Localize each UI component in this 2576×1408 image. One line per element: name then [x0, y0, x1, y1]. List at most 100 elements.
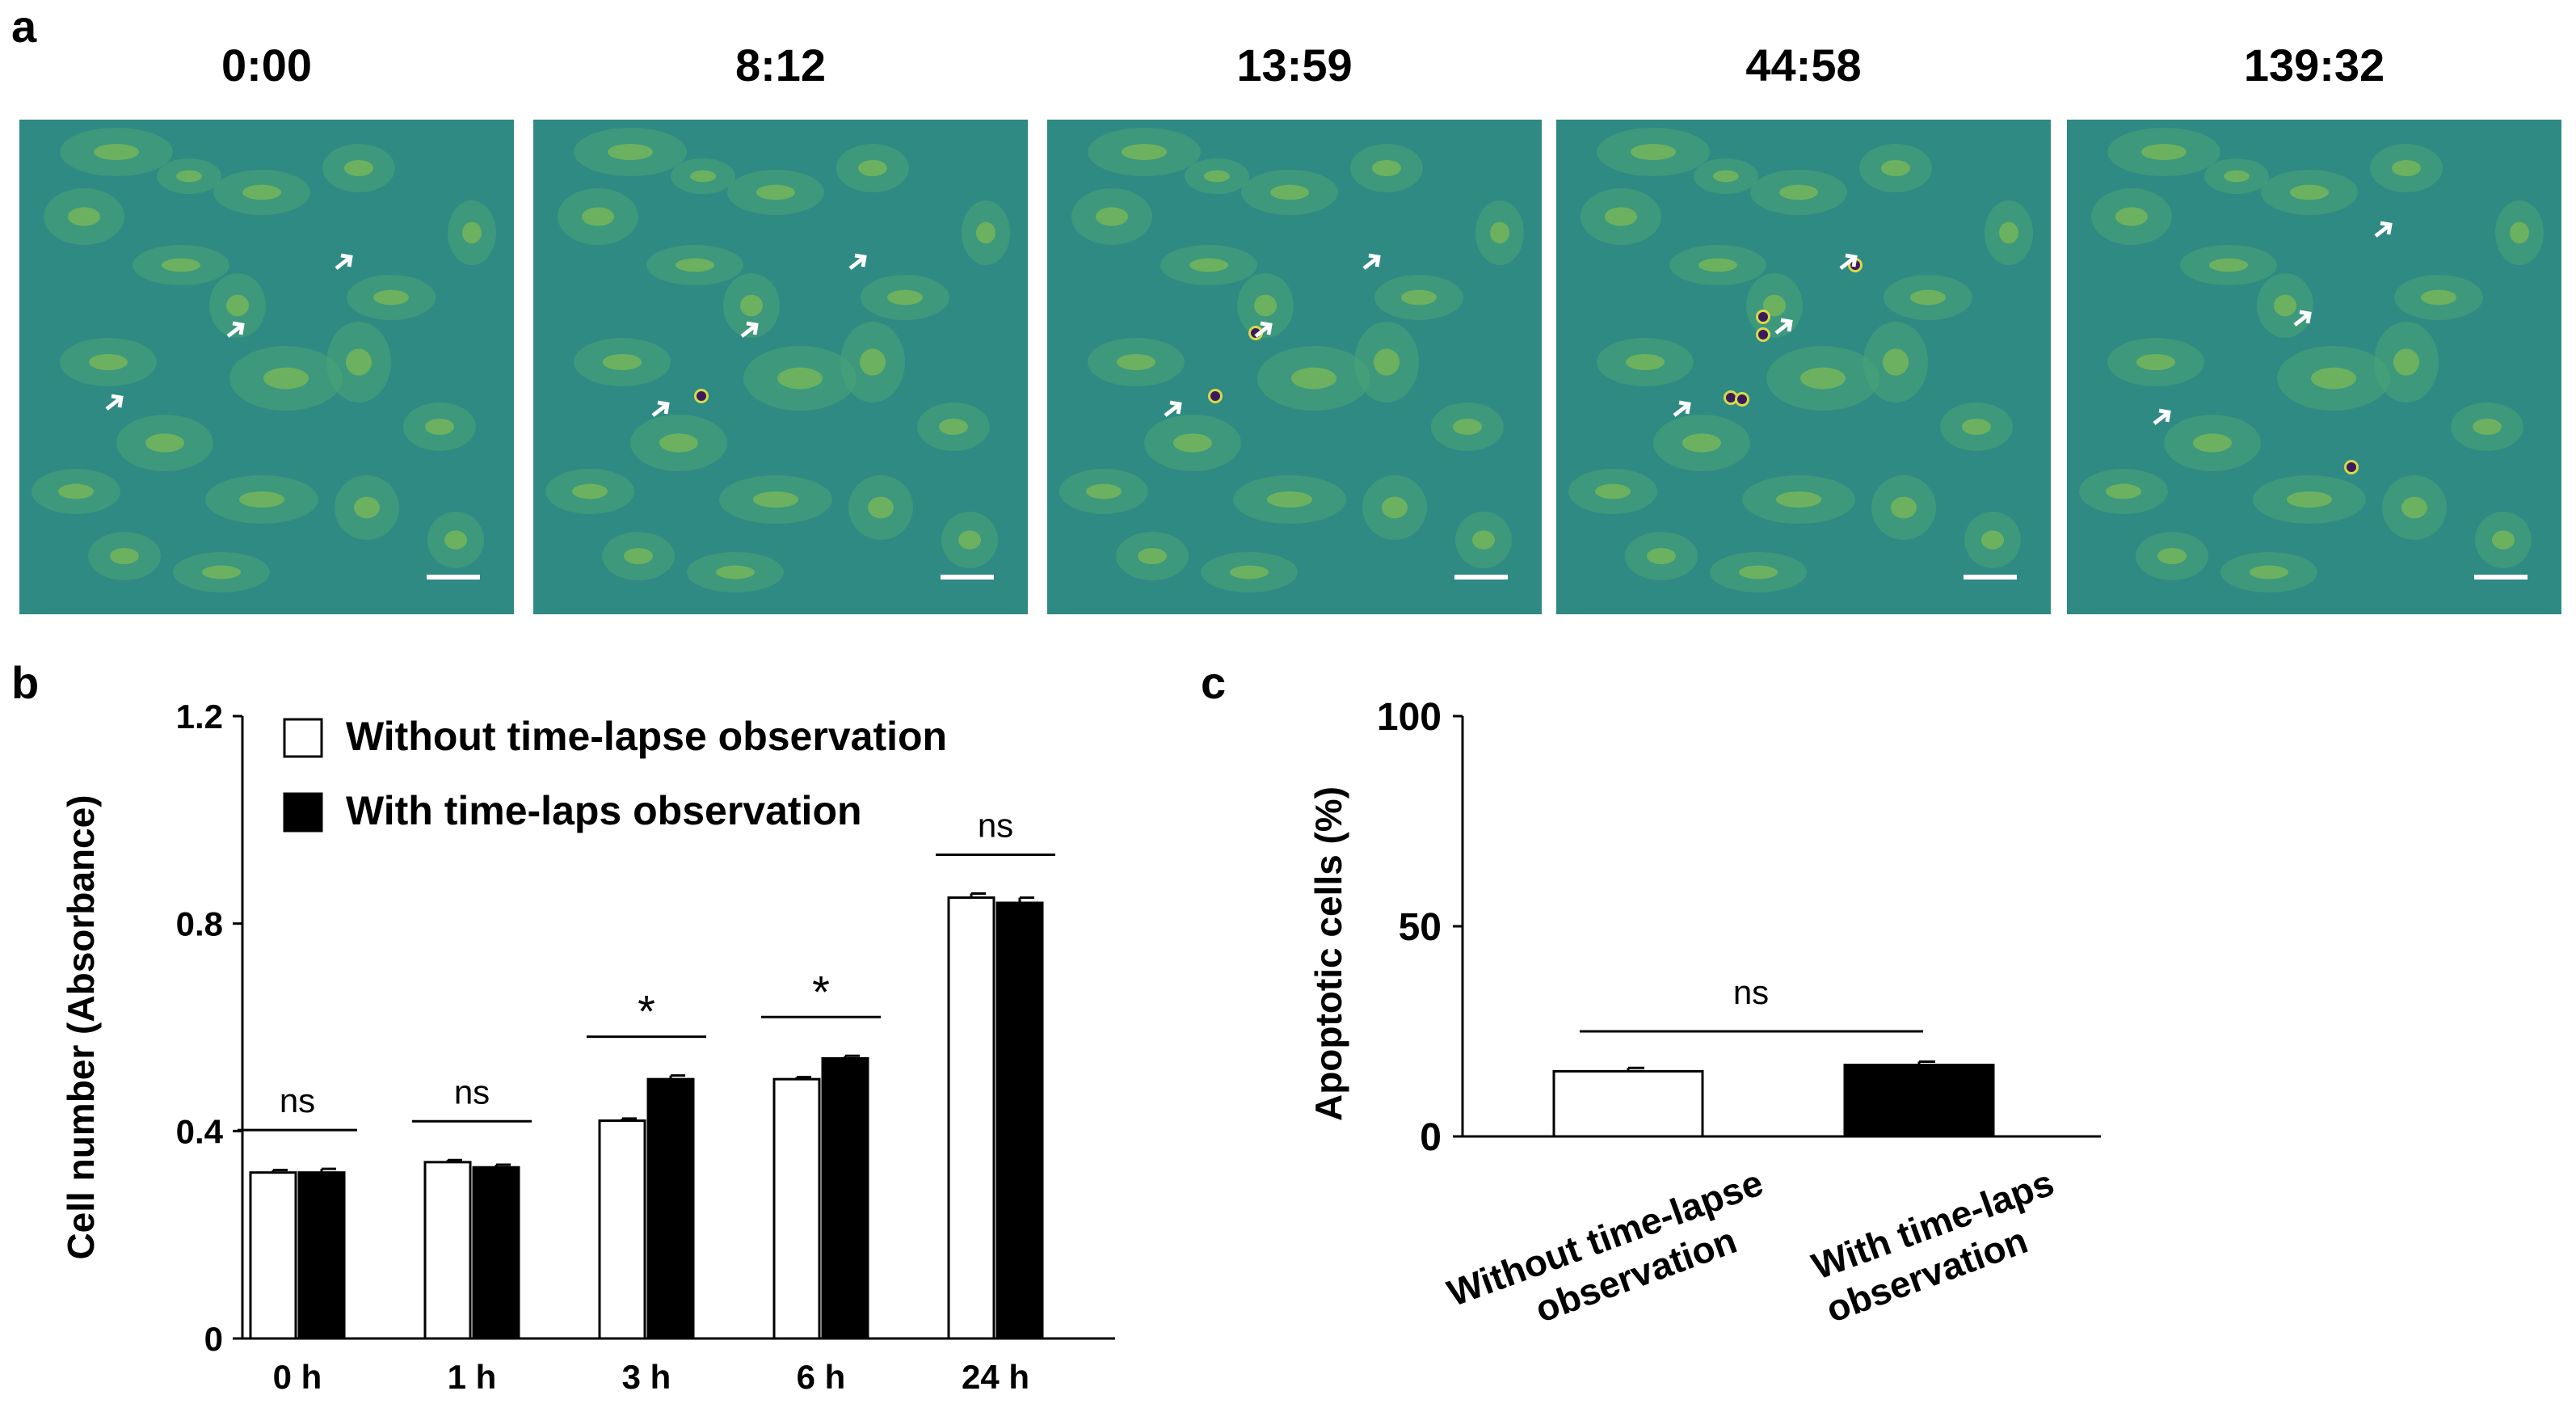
legend-label: Without time-lapse observation [346, 714, 947, 759]
y-tick-label: 0.8 [176, 905, 223, 943]
y-tick-label: 0.4 [176, 1112, 224, 1150]
cell-body [676, 258, 714, 272]
arrow-head-icon [1260, 321, 1273, 335]
cell-body [1881, 160, 1910, 176]
cell-body [239, 491, 284, 508]
panel-label-a: a [11, 1, 37, 52]
cell-body [1647, 548, 1676, 564]
cell-body [346, 348, 372, 376]
significance-label: ns [1733, 973, 1769, 1011]
cell-body [1713, 170, 1739, 183]
chart-b-cell-number: 0 0.4 0.8 1.2 Cell number (Absorbance) ns 0 h n… [60, 698, 1115, 1396]
arrow-head-icon [746, 321, 759, 335]
arrow-head-icon [1169, 400, 1182, 415]
cell-body [1891, 496, 1917, 519]
cell-body [2250, 565, 2288, 580]
cell-body [582, 207, 614, 226]
microscopy-frame-4 [1556, 120, 2051, 614]
cell-body [1189, 258, 1228, 272]
arrow-icon [226, 323, 244, 338]
apoptotic-cell [2347, 462, 2356, 472]
cell-body [263, 367, 309, 390]
cell-body [444, 530, 467, 550]
cell-body [572, 483, 608, 500]
cell-body [2287, 491, 2332, 508]
cell-body [1122, 144, 1167, 160]
cell-body [2290, 184, 2329, 200]
legend-label: With time-laps observation [346, 788, 862, 833]
cell-body [354, 496, 380, 519]
cell-body [624, 548, 653, 564]
y-tick-label: 1.2 [176, 698, 223, 736]
microscopy-frame-2 [533, 120, 1028, 614]
arrow-head-icon [232, 321, 245, 335]
timestamp-2: 8:12 [734, 40, 827, 91]
arrow-icon [2374, 223, 2392, 238]
panel-label-b: b [11, 657, 40, 708]
cell-body [1230, 565, 1269, 580]
cell-body [939, 419, 968, 435]
cell-body [1401, 289, 1437, 306]
bar [947, 896, 995, 1340]
cell-body [68, 207, 100, 226]
bar [249, 1171, 297, 1340]
cell-body [2421, 289, 2456, 306]
cell-body [1605, 207, 1637, 226]
cell-body [1981, 530, 2004, 550]
cell-body [2392, 160, 2421, 176]
cell-body [2393, 348, 2419, 376]
cell-body [740, 294, 763, 317]
significance-label: ns [454, 1073, 490, 1111]
cell-body [2136, 354, 2175, 370]
cell-body [2311, 367, 2356, 390]
microscopy-image [2067, 120, 2561, 614]
cell-body [1453, 419, 1482, 435]
cell-body [1086, 483, 1122, 500]
bar [598, 1119, 646, 1340]
bar [772, 1077, 821, 1340]
arrow-icon [2293, 312, 2311, 327]
cell-body [176, 170, 202, 183]
cell-body [756, 184, 795, 200]
cell-body [690, 170, 716, 183]
cell-body [1626, 354, 1665, 370]
apoptotic-cell [1726, 393, 1736, 403]
cell-body [1204, 170, 1230, 183]
significance-label: * [638, 986, 655, 1037]
cell-body [860, 348, 886, 376]
cell-body [958, 530, 981, 550]
cell-body [344, 160, 373, 176]
arrow-icon [1839, 255, 1857, 270]
cell-body [1763, 294, 1786, 317]
arrow-head-icon [2158, 408, 2171, 423]
cell-body [1291, 367, 1336, 390]
cell-body [145, 433, 184, 453]
legend-swatch [283, 792, 323, 833]
cell-body [1490, 221, 1509, 244]
cell-body [2209, 258, 2248, 272]
cell-body [858, 160, 887, 176]
bar [472, 1166, 520, 1340]
microscopy-frame-5 [2067, 120, 2561, 614]
apoptotic-cell [1758, 330, 1768, 339]
x-tick-label: 6 h [797, 1358, 846, 1396]
arrow-head-icon [2299, 310, 2312, 324]
arrow-head-icon [2380, 221, 2393, 235]
cell-body [373, 289, 409, 306]
microscopy-image [1556, 120, 2051, 614]
arrow-icon [1774, 320, 1792, 335]
cell-body [868, 496, 894, 519]
significance-label: ns [978, 806, 1013, 844]
arrow-icon [2153, 411, 2170, 425]
legend-swatch [283, 718, 323, 758]
cell-body [1382, 496, 1408, 519]
panel-label-c: c [1201, 657, 1227, 708]
cell-body [1117, 354, 1155, 370]
arrow-head-icon [111, 394, 124, 408]
arrow-head-icon [657, 400, 670, 415]
cell-body [242, 184, 281, 200]
significance-label: ns [280, 1081, 315, 1119]
bar [1552, 1069, 1704, 1138]
apoptotic-cell [697, 391, 706, 401]
